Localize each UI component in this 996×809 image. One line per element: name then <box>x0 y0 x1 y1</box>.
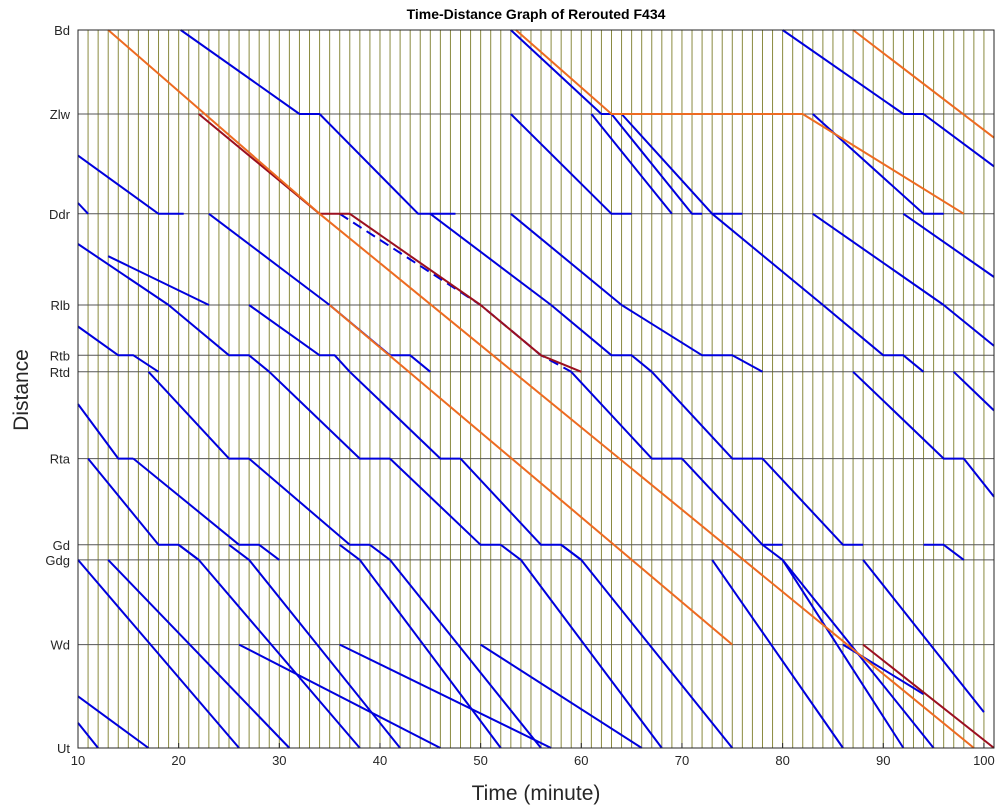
y-axis-label: Distance <box>10 349 33 431</box>
series-line <box>812 212 945 306</box>
y-tick-label: Rtb <box>50 348 70 363</box>
series-line <box>923 543 965 561</box>
chart-title: Time-Distance Graph of Rerouted F434 <box>407 6 666 22</box>
series-line <box>822 304 925 373</box>
y-tick-label: Bd <box>54 23 70 38</box>
y-tick-label: Rlb <box>50 298 70 313</box>
series-line <box>107 559 291 749</box>
y-tick-label: Zlw <box>50 107 71 122</box>
series-line <box>515 29 965 215</box>
y-tick-label: Gdg <box>45 553 70 568</box>
series-line <box>107 29 975 749</box>
series-line <box>621 304 763 373</box>
series-line <box>510 213 623 306</box>
series-line <box>228 544 401 749</box>
x-tick-label: 90 <box>876 753 890 768</box>
series-line <box>761 457 864 546</box>
series-line <box>953 371 995 412</box>
series-line <box>77 559 240 749</box>
series-line <box>852 371 964 460</box>
series-line <box>480 643 643 749</box>
x-axis-label: Time (minute) <box>472 782 601 805</box>
series-line <box>862 643 995 749</box>
series-line <box>248 457 370 546</box>
series-line <box>147 371 250 460</box>
series-line <box>550 304 653 373</box>
y-tick-label: Gd <box>53 538 70 553</box>
series-line <box>167 304 270 373</box>
x-tick-label: 40 <box>373 753 387 768</box>
series-line <box>208 213 331 306</box>
vertical-grid <box>87 30 985 748</box>
series-line <box>107 255 210 306</box>
series-line <box>590 113 673 215</box>
series-line <box>963 457 995 498</box>
x-tick-label: 100 <box>973 753 995 768</box>
series-line <box>943 304 995 347</box>
series-line <box>238 643 441 749</box>
series-line <box>902 212 995 278</box>
series-line <box>711 213 824 306</box>
series-line <box>570 371 682 460</box>
y-tick-label: Ddr <box>49 207 71 222</box>
x-tick-label: 30 <box>272 753 286 768</box>
x-tick-label: 20 <box>171 753 185 768</box>
series-line <box>651 371 763 460</box>
series-line <box>77 154 184 215</box>
series-line <box>328 304 733 646</box>
series-line <box>862 559 985 713</box>
x-tick-label: 70 <box>675 753 689 768</box>
x-tick-label: 50 <box>473 753 487 768</box>
y-tick-label: Rtd <box>50 365 70 380</box>
series-line <box>339 212 572 373</box>
series-line <box>369 544 542 749</box>
series-line <box>711 559 844 749</box>
series-line <box>248 304 351 373</box>
series-line <box>77 243 170 306</box>
series-line <box>389 457 501 546</box>
series-line <box>349 371 461 460</box>
series-line <box>429 213 552 306</box>
series-line <box>560 544 734 749</box>
y-tick-label: Ut <box>57 741 70 756</box>
series-line <box>500 544 663 749</box>
x-tick-label: 10 <box>71 753 85 768</box>
series-line <box>510 113 632 215</box>
x-axis-ticks: 10 20 30 40 50 60 70 80 90 100 <box>71 743 995 768</box>
x-tick-label: 80 <box>775 753 789 768</box>
plot-frame <box>77 29 995 749</box>
series-line <box>852 29 995 139</box>
series-line <box>339 544 502 749</box>
x-tick-label: 60 <box>574 753 588 768</box>
y-tick-label: Wd <box>51 638 71 653</box>
series-line <box>339 643 552 749</box>
series-line <box>77 695 150 749</box>
series-line <box>77 202 89 215</box>
series-line <box>812 113 944 215</box>
y-tick-label: Rta <box>50 452 71 467</box>
series-line <box>268 371 390 460</box>
series-line <box>77 403 134 460</box>
series-line <box>77 325 160 373</box>
train-paths <box>77 29 995 749</box>
series-line <box>77 722 99 749</box>
series-line <box>782 29 995 168</box>
series-line <box>132 457 280 561</box>
series-line <box>178 544 361 749</box>
